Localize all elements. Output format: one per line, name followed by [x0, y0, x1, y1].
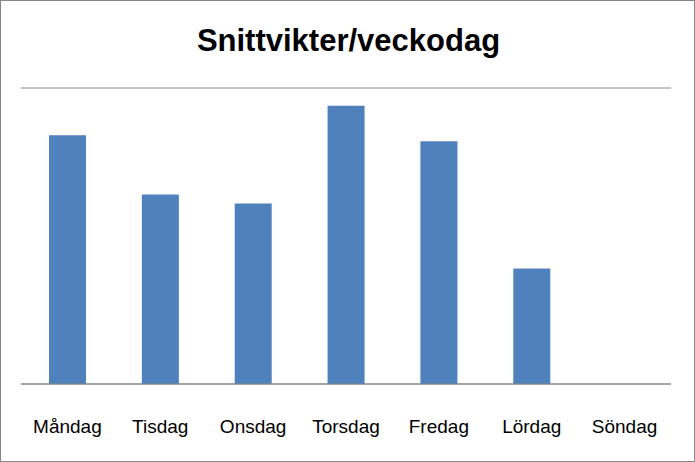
svg-text:Måndag: Måndag: [33, 416, 102, 437]
svg-text:Lördag: Lördag: [502, 416, 561, 437]
svg-text:Torsdag: Torsdag: [312, 416, 380, 437]
svg-text:Söndag: Söndag: [592, 416, 658, 437]
svg-text:Tisdag: Tisdag: [132, 416, 188, 437]
html-text:Snittvikter/veckodag: Snittvikter/veckodag: [196, 23, 501, 58]
svg-text:Fredag: Fredag: [409, 416, 469, 437]
svg-text:Onsdag: Onsdag: [220, 416, 287, 437]
